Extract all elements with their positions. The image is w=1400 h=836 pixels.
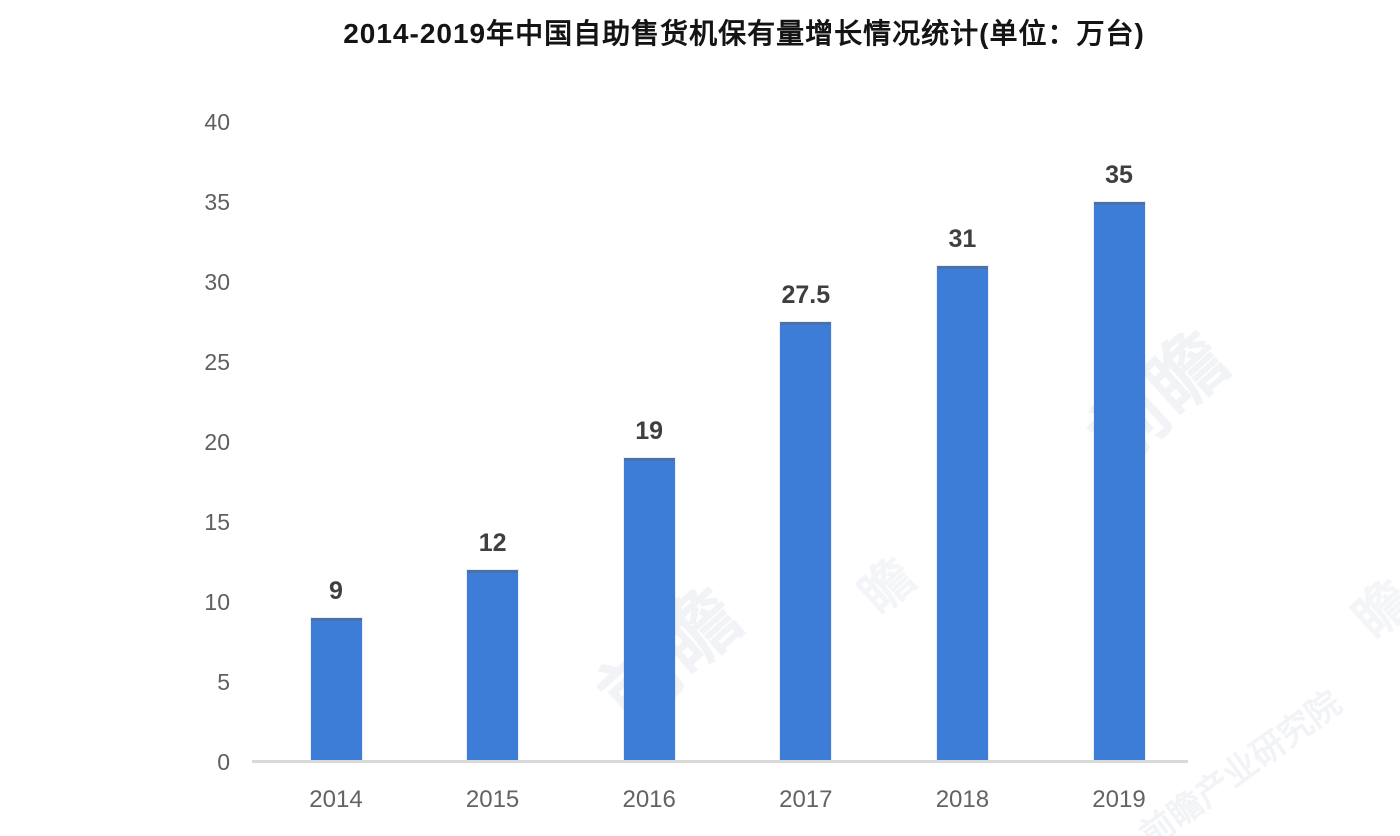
y-tick-label: 15 bbox=[204, 509, 230, 535]
x-tick-label-2014: 2014 bbox=[309, 786, 363, 813]
y-tick-label: 30 bbox=[204, 269, 230, 295]
watermark-text: 瞻 bbox=[1342, 569, 1400, 650]
y-tick-label: 20 bbox=[204, 429, 230, 455]
y-tick-label: 40 bbox=[204, 109, 230, 135]
value-label-2014: 9 bbox=[329, 577, 343, 605]
x-axis-line bbox=[252, 760, 1188, 763]
bar-2019 bbox=[1093, 202, 1145, 762]
x-tick-label-2018: 2018 bbox=[935, 786, 990, 813]
y-tick-label: 25 bbox=[204, 349, 230, 375]
value-label-2017: 27.5 bbox=[781, 281, 831, 309]
x-tick-label-2017: 2017 bbox=[779, 786, 833, 813]
x-tick-label-2016: 2016 bbox=[622, 786, 676, 813]
y-tick-label: 5 bbox=[217, 669, 230, 695]
bar-2014 bbox=[310, 618, 362, 762]
bar-2016 bbox=[623, 458, 675, 762]
watermark-text: 瞻 bbox=[848, 547, 927, 626]
y-tick-label: 10 bbox=[204, 589, 230, 615]
value-label-2016: 19 bbox=[635, 417, 664, 445]
watermark-text: 前瞻 bbox=[1074, 316, 1244, 482]
bar-2017 bbox=[780, 322, 832, 762]
x-tick-label-2015: 2015 bbox=[465, 786, 520, 813]
chart-title: 2014-2019年中国自助售货机保有量增长情况统计(单位：万台) bbox=[343, 18, 1145, 49]
x-tick-label-2019: 2019 bbox=[1092, 786, 1146, 813]
value-label-2018: 31 bbox=[948, 225, 977, 253]
value-label-2015: 12 bbox=[478, 529, 507, 557]
bar-2015 bbox=[467, 570, 519, 762]
bar-2018 bbox=[936, 266, 988, 762]
value-label-2019: 35 bbox=[1105, 161, 1133, 189]
y-tick-label: 35 bbox=[204, 189, 230, 215]
y-tick-label: 0 bbox=[217, 749, 230, 775]
